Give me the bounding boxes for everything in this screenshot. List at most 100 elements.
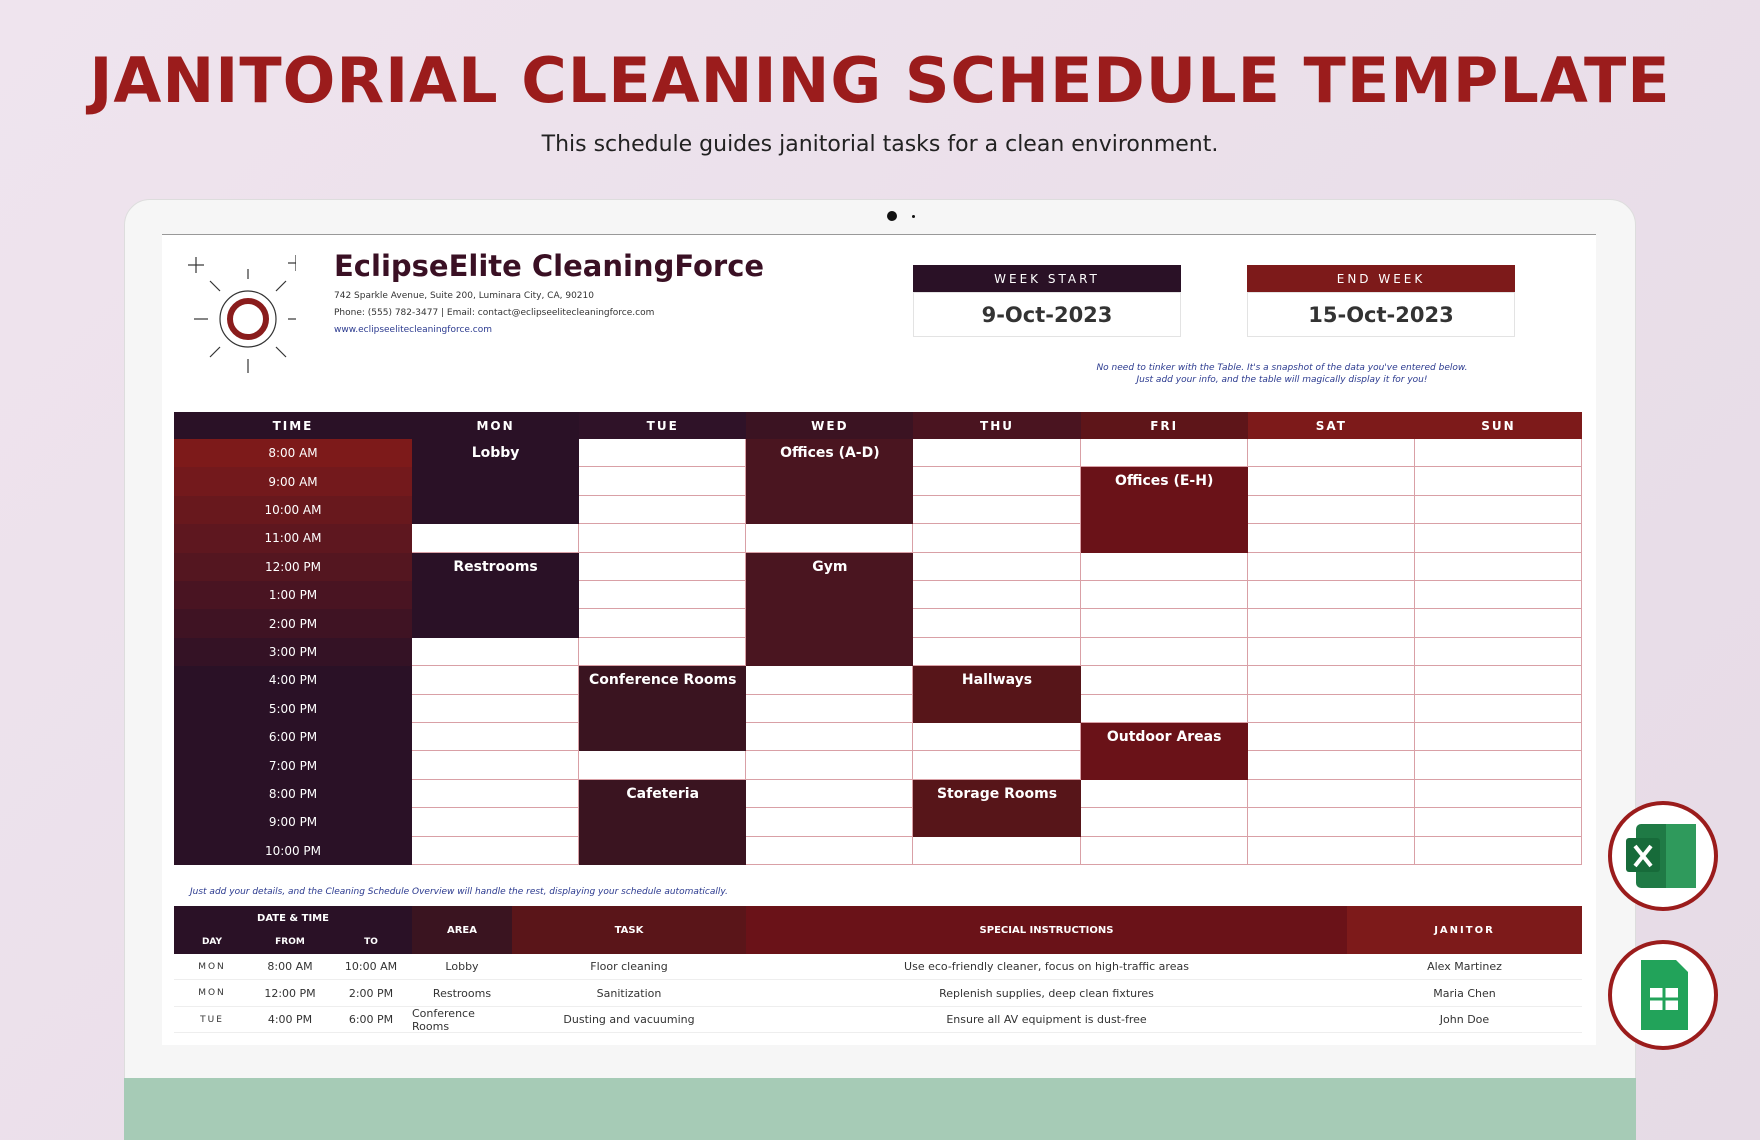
schedule-grid: TIME MON TUE WED THU FRI SAT SUN 8:00 AM 9:00 AM 1… xyxy=(174,412,1583,865)
grid-cell xyxy=(913,836,1081,865)
grid-cell xyxy=(1414,836,1583,865)
grid-cell xyxy=(579,495,747,525)
grid-cell xyxy=(1414,808,1583,837)
grid-cell xyxy=(1247,439,1415,468)
grid-cell xyxy=(412,723,580,752)
schedule-block: Outdoor Areas xyxy=(1080,723,1248,780)
company-name: EclipseElite CleaningForce xyxy=(334,249,765,283)
column-header: TIME xyxy=(174,412,412,439)
grid-cell xyxy=(1414,524,1583,553)
grid-cell xyxy=(1080,836,1248,865)
table-cell: Floor cleaning xyxy=(512,954,746,980)
grid-cell xyxy=(412,808,580,837)
grid-cell xyxy=(913,581,1081,610)
table-header: AREA xyxy=(412,906,512,954)
grid-cell xyxy=(412,637,580,667)
table-header: JANITOR xyxy=(1347,906,1582,954)
table-cell: John Doe xyxy=(1347,1007,1582,1033)
grid-cell xyxy=(1247,723,1415,752)
time-label: 11:00 AM xyxy=(174,524,412,553)
time-label: 10:00 AM xyxy=(174,495,412,525)
table-cell: 4:00 PM xyxy=(250,1007,330,1033)
week-start-label: WEEK START xyxy=(913,265,1181,292)
note: Just add your details, and the Cleaning … xyxy=(190,887,728,897)
note: No need to tinker with the Table. It's a… xyxy=(1096,363,1468,373)
table-header: SPECIAL INSTRUCTIONS xyxy=(746,906,1347,954)
column-header: SAT xyxy=(1247,412,1415,439)
table-cell: Maria Chen xyxy=(1347,981,1582,1007)
subtitle: This schedule guides janitorial tasks fo… xyxy=(541,132,1219,157)
schedule-block: Lobby xyxy=(412,439,580,525)
grid-cell xyxy=(1080,637,1248,667)
website[interactable]: www.eclipseelitecleaningforce.com xyxy=(334,325,493,335)
schedule-block: Cafeteria xyxy=(579,779,747,865)
grid-cell xyxy=(1080,808,1248,837)
grid-cell xyxy=(1247,552,1415,581)
grid-cell xyxy=(1080,609,1248,638)
grid-cell xyxy=(913,751,1081,780)
grid-cell xyxy=(1414,666,1583,695)
column-header: THU xyxy=(913,412,1081,439)
column-header: MON xyxy=(412,412,580,439)
grid-cell xyxy=(412,524,580,553)
time-label: 9:00 PM xyxy=(174,808,412,837)
grid-cell xyxy=(1414,779,1583,809)
time-label: 7:00 PM xyxy=(174,751,412,780)
grid-cell xyxy=(1414,723,1583,752)
address: 742 Sparkle Avenue, Suite 200, Luminara … xyxy=(334,291,594,301)
grid-cell xyxy=(1247,609,1415,638)
table-cell: Replenish supplies, deep clean fixtures xyxy=(746,981,1347,1007)
grid-cell xyxy=(1414,495,1583,525)
time-label: 3:00 PM xyxy=(174,637,412,667)
table-cell: Sanitization xyxy=(512,981,746,1007)
column-header: FRI xyxy=(1080,412,1248,439)
table-cell: Dusting and vacuuming xyxy=(512,1007,746,1033)
camera-dot xyxy=(912,215,915,218)
grid-cell xyxy=(412,836,580,865)
end-week: 15-Oct-2023 xyxy=(1247,292,1515,337)
table-cell: 10:00 AM xyxy=(330,954,412,980)
time-label: 10:00 PM xyxy=(174,836,412,865)
grid-cell xyxy=(913,524,1081,553)
grid-cell xyxy=(1414,552,1583,581)
grid-cell xyxy=(1414,694,1583,723)
grid-cell xyxy=(913,552,1081,581)
grid-cell xyxy=(412,694,580,723)
grid-cell xyxy=(746,666,914,695)
grid-cell xyxy=(579,581,747,610)
grid-cell xyxy=(1414,439,1583,468)
app-icons xyxy=(1608,801,1718,1050)
schedule-block: Offices (E-H) xyxy=(1080,467,1248,553)
grid-cell xyxy=(746,836,914,865)
title: JANITORIAL CLEANING SCHEDULE TEMPLATE xyxy=(89,44,1671,117)
column-header: WED xyxy=(746,412,914,439)
grid-cell xyxy=(1247,524,1415,553)
table-cell: 12:00 PM xyxy=(250,981,330,1007)
grid-cell xyxy=(412,779,580,809)
table-cell: TUE xyxy=(174,1007,250,1033)
grid-cell xyxy=(913,637,1081,667)
grid-cell xyxy=(913,495,1081,525)
grid-cell xyxy=(579,439,747,468)
note: Just add your info, and the table will m… xyxy=(1136,375,1428,385)
grid-cell xyxy=(1080,666,1248,695)
schedule-block: Conference Rooms xyxy=(579,666,747,752)
time-label: 1:00 PM xyxy=(174,581,412,610)
time-label: 5:00 PM xyxy=(174,694,412,723)
grid-cell xyxy=(1080,779,1248,809)
table-cell: Use eco-friendly cleaner, focus on high-… xyxy=(746,954,1347,980)
table-cell: MON xyxy=(174,981,250,1007)
time-label: 2:00 PM xyxy=(174,609,412,638)
time-label: 12:00 PM xyxy=(174,552,412,581)
end-week-label: END WEEK xyxy=(1247,265,1515,292)
grid-cell xyxy=(579,609,747,638)
table-cell: 8:00 AM xyxy=(250,954,330,980)
grid-cell xyxy=(412,666,580,695)
grid-cell xyxy=(579,524,747,553)
grid-cell xyxy=(1247,581,1415,610)
schedule-block: Gym xyxy=(746,552,914,667)
grid-cell xyxy=(913,439,1081,468)
grid-cell xyxy=(1414,751,1583,780)
grid-cell xyxy=(1247,694,1415,723)
